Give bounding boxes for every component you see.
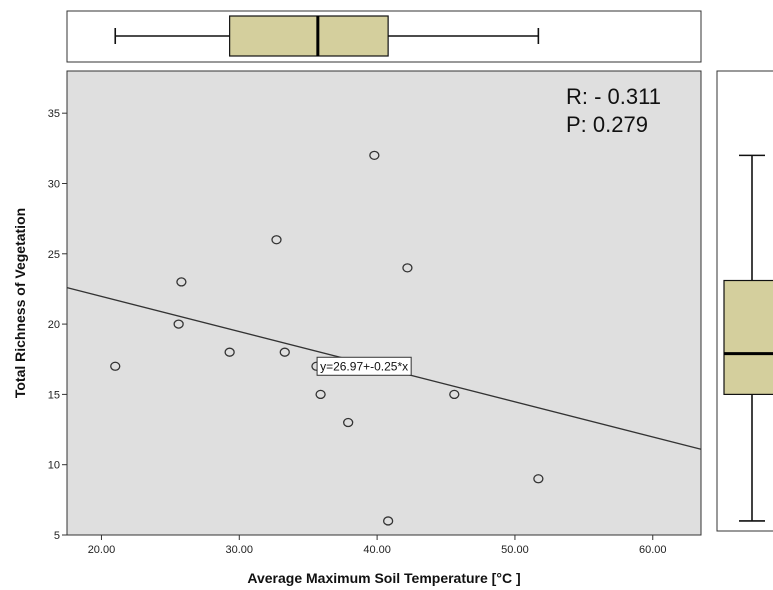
scatter-point xyxy=(271,235,282,245)
x-box-iqr xyxy=(229,15,389,57)
fit-equation-text: y=26.97+-0.25*x xyxy=(320,359,408,373)
scatter-point xyxy=(279,347,290,357)
scatter-point xyxy=(343,417,354,428)
y-tick-label: 35 xyxy=(48,108,60,120)
y-tick-label: 15 xyxy=(48,389,60,401)
x-tick-label: 60.00 xyxy=(639,544,667,556)
y-tick-label: 10 xyxy=(48,460,60,472)
x-tick-label: 50.00 xyxy=(501,544,529,556)
fit-equation-box xyxy=(316,356,412,376)
y-box-iqr xyxy=(723,279,773,395)
scatter-points xyxy=(110,150,544,526)
axis-ticks: 20.00 30.00 40.00 50.00 60.00 5 10 15 20 25 30 35 xyxy=(48,108,667,556)
y-axis-title: Total Richness of Vegetation xyxy=(12,208,28,398)
x-tick-label: 30.00 xyxy=(226,544,254,556)
x-tick-label: 40.00 xyxy=(363,544,391,556)
scatter-point xyxy=(449,389,460,400)
scatter-point xyxy=(176,277,187,287)
scatter-point xyxy=(315,389,326,400)
scatter-point xyxy=(110,361,121,371)
x-tick-label: 20.00 xyxy=(88,544,116,556)
y-boxplot xyxy=(723,154,773,522)
scatter-point xyxy=(382,516,394,526)
scatter-point xyxy=(369,150,380,161)
scatter-point xyxy=(533,474,544,484)
x-axis-title: Average Maximum Soil Temperature [°C ] xyxy=(247,570,520,586)
y-tick-label: 5 xyxy=(54,530,60,542)
plot-area xyxy=(66,70,702,536)
scatter-point xyxy=(224,347,235,357)
x-boxplot xyxy=(114,15,540,57)
y-tick-label: 25 xyxy=(48,249,60,261)
r-value: R: - 0.311 xyxy=(566,84,661,109)
scatter-point xyxy=(402,263,413,273)
y-tick-label: 20 xyxy=(48,319,60,331)
scatter-point xyxy=(173,319,184,329)
p-value: P: 0.279 xyxy=(566,112,648,137)
fit-equation-label: y=26.97+-0.25*x xyxy=(316,356,412,376)
y-tick-label: 30 xyxy=(48,178,60,190)
